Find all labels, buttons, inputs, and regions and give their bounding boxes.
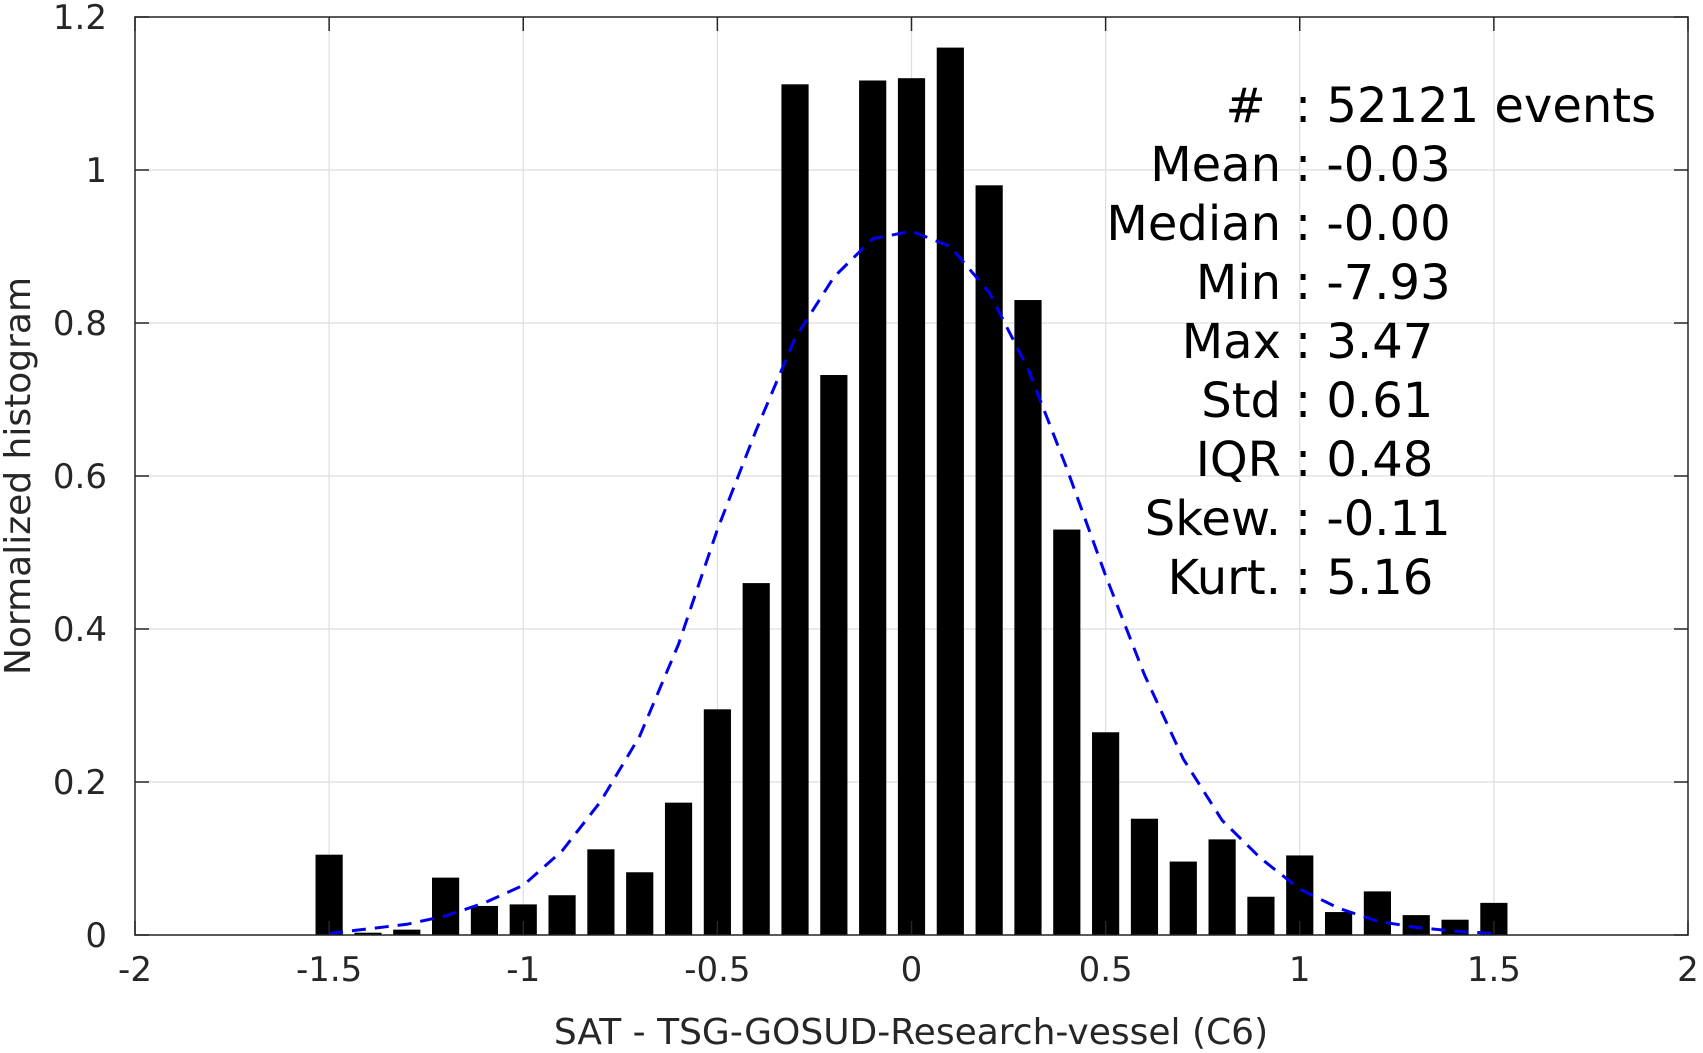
histogram-bar — [548, 895, 576, 935]
x-tick-label: -1.5 — [296, 950, 362, 990]
histogram-bar — [1092, 732, 1120, 935]
x-tick-label: -2 — [118, 950, 152, 990]
stat-row: Max: 3.47 — [1182, 314, 1434, 370]
histogram-bars — [315, 47, 1508, 936]
stat-label: Std — [1201, 373, 1281, 429]
y-tick-label: 0.4 — [53, 610, 107, 650]
y-tick-label: 0.8 — [53, 304, 107, 344]
histogram-bar — [1402, 915, 1430, 935]
stat-row: Mean: -0.03 — [1150, 137, 1450, 193]
histogram-bar — [1324, 912, 1353, 935]
stat-value: : -0.00 — [1295, 196, 1451, 252]
stat-label: IQR — [1196, 432, 1281, 488]
histogram-bar — [1247, 896, 1275, 935]
x-tick-label: 0.5 — [1079, 950, 1133, 990]
y-tick-label: 0 — [85, 916, 107, 956]
histogram-bar — [626, 872, 654, 935]
y-tick-label: 1 — [85, 151, 107, 191]
y-tick-label: 0.2 — [53, 763, 107, 803]
histogram-bar — [781, 84, 809, 935]
stat-row: Kurt.: 5.16 — [1168, 550, 1434, 606]
stat-row: Min: -7.93 — [1196, 255, 1451, 311]
stat-row: Median: -0.00 — [1106, 196, 1450, 252]
histogram-bar — [1130, 818, 1159, 935]
y-axis-label: Normalized histogram — [0, 277, 39, 675]
histogram-bar — [1014, 300, 1042, 935]
stat-label: Median — [1106, 196, 1281, 252]
stat-label: Kurt. — [1168, 550, 1281, 606]
stat-value: : 5.16 — [1295, 550, 1433, 606]
histogram-bar — [1208, 839, 1236, 935]
histogram-bar — [859, 80, 887, 936]
histogram-bar — [1053, 529, 1081, 935]
histogram-bar — [820, 375, 848, 935]
stat-value: : -0.03 — [1295, 137, 1451, 193]
stat-row: Skew.: -0.11 — [1145, 491, 1451, 547]
x-tick-label: 1 — [1289, 950, 1311, 990]
stat-label: # — [1226, 78, 1281, 134]
histogram-bar — [703, 709, 731, 935]
stat-row: Std: 0.61 — [1201, 373, 1433, 429]
histogram-bar — [587, 849, 615, 935]
histogram-bar — [936, 47, 964, 936]
histogram-bar — [470, 905, 499, 935]
stat-value: : -7.93 — [1295, 255, 1451, 311]
histogram-bar — [897, 78, 926, 935]
stat-row: # : 52121 events — [1226, 78, 1657, 134]
histogram-bar — [1169, 861, 1197, 935]
x-axis-label: SAT - TSG-GOSUD-Research-vessel (C6) — [554, 1012, 1268, 1053]
x-tick-label: -1 — [506, 950, 540, 990]
histogram-bar — [1363, 891, 1391, 935]
x-tick-label: 1.5 — [1467, 950, 1521, 990]
histogram-bar — [975, 185, 1003, 936]
stat-value: : -0.11 — [1295, 491, 1451, 547]
x-tick-label: -0.5 — [684, 950, 750, 990]
histogram-bar — [742, 583, 770, 935]
stat-label: Mean — [1150, 137, 1281, 193]
x-tick-label: 2 — [1677, 950, 1699, 990]
histogram-bar — [393, 929, 421, 935]
stat-value: : 0.61 — [1295, 373, 1433, 429]
histogram-bar — [354, 932, 382, 935]
histogram-bar — [432, 877, 460, 935]
stat-value: : 3.47 — [1295, 314, 1433, 370]
stat-label: Skew. — [1145, 491, 1281, 547]
stat-label: Min — [1196, 255, 1281, 311]
stat-label: Max — [1182, 314, 1281, 370]
y-tick-label: 1.2 — [53, 0, 107, 38]
histogram-bar — [664, 802, 693, 935]
stat-row: IQR: 0.48 — [1196, 432, 1434, 488]
y-tick-label: 0.6 — [53, 457, 107, 497]
x-tick-label: 0 — [901, 950, 923, 990]
stat-value: : 52121 events — [1295, 78, 1656, 134]
stat-value: : 0.48 — [1295, 432, 1433, 488]
axis-ticks: -2 -1.5 -1 -0.5 0 0.5 1 1.5 2 0 0.2 0.4 0.6 0.8 1 1.2 — [53, 0, 1699, 990]
